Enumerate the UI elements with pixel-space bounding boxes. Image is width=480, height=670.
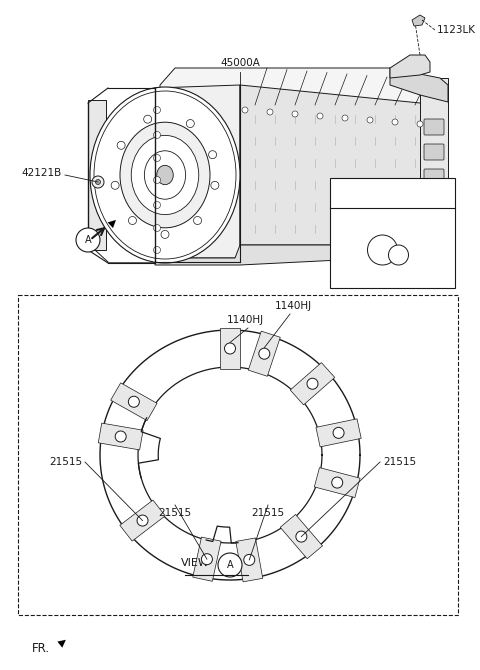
Circle shape <box>242 107 248 113</box>
Bar <box>18 295 458 615</box>
Polygon shape <box>290 362 335 405</box>
FancyBboxPatch shape <box>420 78 448 248</box>
FancyBboxPatch shape <box>424 169 444 185</box>
Polygon shape <box>420 200 455 240</box>
Polygon shape <box>314 468 360 498</box>
Polygon shape <box>240 85 440 245</box>
Text: 21515: 21515 <box>158 508 192 518</box>
FancyBboxPatch shape <box>424 194 444 210</box>
Ellipse shape <box>131 135 199 214</box>
Polygon shape <box>160 68 440 105</box>
Circle shape <box>342 115 348 121</box>
Circle shape <box>307 379 318 389</box>
Circle shape <box>92 176 104 188</box>
Circle shape <box>388 245 408 265</box>
Ellipse shape <box>90 87 240 263</box>
Circle shape <box>202 553 213 565</box>
Circle shape <box>96 180 100 184</box>
Circle shape <box>259 348 270 359</box>
Circle shape <box>128 396 139 407</box>
Text: VIEW: VIEW <box>181 558 210 568</box>
Circle shape <box>186 119 194 127</box>
Circle shape <box>129 216 136 224</box>
FancyBboxPatch shape <box>424 119 444 135</box>
Circle shape <box>225 343 236 354</box>
Circle shape <box>111 182 119 190</box>
Circle shape <box>209 151 216 159</box>
Text: 42121B: 42121B <box>22 168 62 178</box>
Circle shape <box>161 230 169 239</box>
Polygon shape <box>280 515 323 559</box>
Circle shape <box>76 228 100 252</box>
Ellipse shape <box>144 151 186 199</box>
Circle shape <box>296 531 307 542</box>
Polygon shape <box>155 85 240 258</box>
Circle shape <box>317 113 323 119</box>
Text: 21515: 21515 <box>252 508 285 518</box>
Text: 1140HJ: 1140HJ <box>275 301 312 311</box>
Circle shape <box>332 477 343 488</box>
Text: 1416BA: 1416BA <box>372 188 413 198</box>
Circle shape <box>244 554 255 565</box>
Circle shape <box>292 111 298 117</box>
Polygon shape <box>155 245 440 265</box>
Circle shape <box>333 427 344 438</box>
Circle shape <box>211 182 219 190</box>
Text: 1140HJ: 1140HJ <box>227 315 264 325</box>
Circle shape <box>417 121 423 127</box>
Polygon shape <box>220 328 240 369</box>
Text: A: A <box>227 560 233 570</box>
Circle shape <box>115 431 126 442</box>
Ellipse shape <box>120 122 210 228</box>
Ellipse shape <box>94 91 236 259</box>
Circle shape <box>193 216 202 224</box>
Circle shape <box>368 235 397 265</box>
Polygon shape <box>98 423 143 450</box>
Polygon shape <box>380 245 448 262</box>
Circle shape <box>117 141 125 149</box>
Text: 21515: 21515 <box>49 457 82 467</box>
Polygon shape <box>120 500 165 541</box>
Circle shape <box>154 224 160 232</box>
Ellipse shape <box>157 165 173 185</box>
Circle shape <box>218 553 242 577</box>
Polygon shape <box>111 383 157 421</box>
Circle shape <box>154 155 160 161</box>
Polygon shape <box>316 419 361 447</box>
Circle shape <box>154 176 160 184</box>
Circle shape <box>267 109 273 115</box>
FancyBboxPatch shape <box>88 100 106 250</box>
FancyBboxPatch shape <box>424 144 444 160</box>
Circle shape <box>154 202 160 208</box>
Text: 1123LK: 1123LK <box>437 25 476 35</box>
Circle shape <box>367 117 373 123</box>
Text: 21515: 21515 <box>383 457 416 467</box>
Circle shape <box>154 247 160 253</box>
Circle shape <box>154 131 160 139</box>
Circle shape <box>392 119 398 125</box>
Polygon shape <box>193 537 221 582</box>
Polygon shape <box>248 331 280 377</box>
Circle shape <box>154 107 160 113</box>
Polygon shape <box>236 538 263 582</box>
Text: 45000A: 45000A <box>220 58 260 68</box>
Polygon shape <box>412 15 425 26</box>
Text: A: A <box>84 235 91 245</box>
Text: FR.: FR. <box>32 641 50 655</box>
Bar <box>330 178 455 288</box>
Circle shape <box>137 515 148 526</box>
Polygon shape <box>390 55 430 78</box>
Polygon shape <box>390 68 448 102</box>
Circle shape <box>144 115 152 123</box>
